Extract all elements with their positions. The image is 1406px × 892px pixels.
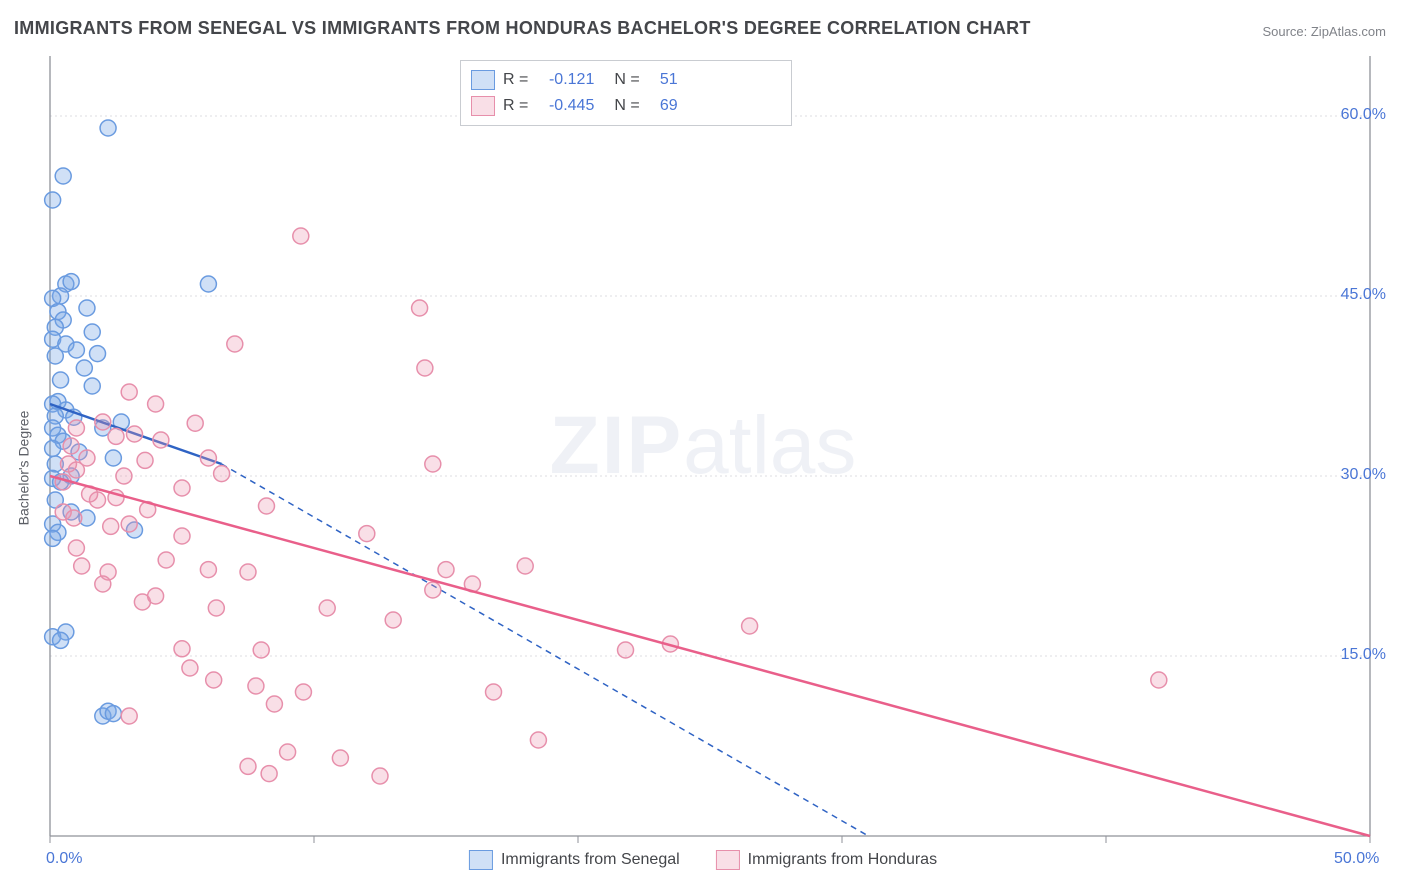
scatter-plot [0, 0, 1406, 892]
stats-row-senegal: R = -0.121 N = 51 [471, 67, 781, 93]
stats-row-honduras: R = -0.445 N = 69 [471, 93, 781, 119]
stats-swatch-icon [471, 70, 495, 90]
stats-n-value: 69 [648, 97, 678, 115]
stats-r-label: R = [503, 71, 528, 89]
legend-swatch-senegal [469, 850, 493, 870]
chart-container: IMMIGRANTS FROM SENEGAL VS IMMIGRANTS FR… [0, 0, 1406, 892]
stats-r-value: -0.445 [536, 97, 594, 115]
stats-swatch-icon [471, 96, 495, 116]
correlation-stats-box: R = -0.121 N = 51 R = -0.445 N = 69 [460, 60, 792, 126]
y-tick-label: 30.0% [1341, 466, 1386, 484]
legend-label-senegal: Immigrants from Senegal [501, 851, 680, 869]
stats-n-label: N = [614, 97, 639, 115]
legend-item-senegal: Immigrants from Senegal [469, 850, 680, 870]
y-tick-label: 45.0% [1341, 286, 1386, 304]
y-tick-label: 60.0% [1341, 106, 1386, 124]
stats-r-label: R = [503, 97, 528, 115]
legend-swatch-honduras [716, 850, 740, 870]
x-tick-label: 0.0% [46, 850, 82, 868]
bottom-legend: Immigrants from Senegal Immigrants from … [469, 850, 937, 870]
stats-n-value: 51 [648, 71, 678, 89]
legend-item-honduras: Immigrants from Honduras [716, 850, 937, 870]
x-tick-label: 50.0% [1334, 850, 1379, 868]
legend-label-honduras: Immigrants from Honduras [748, 851, 937, 869]
y-tick-label: 15.0% [1341, 646, 1386, 664]
stats-r-value: -0.121 [536, 71, 594, 89]
stats-n-label: N = [614, 71, 639, 89]
